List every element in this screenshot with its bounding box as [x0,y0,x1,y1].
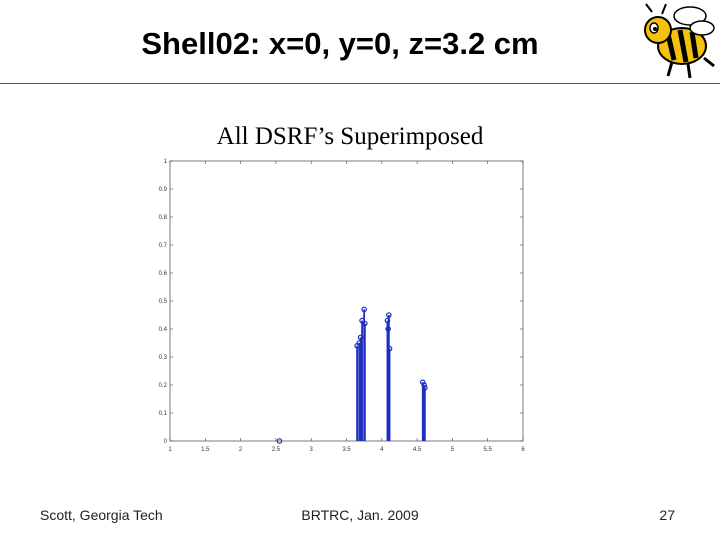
y-tick-label: 0.2 [159,383,168,389]
stem-marker [362,320,368,327]
plot-frame [169,160,524,442]
y-tick-label: 1 [164,159,168,165]
stem-marker [386,312,392,318]
stem-marker [422,385,428,391]
y-tick-label: 0.4 [159,327,168,333]
stem-plot: 0 0.1 0.2 0.3 0.4 0.5 0.6 0.7 0.8 0.9 1 1 1.5 2 2.5 3 3.… [159,159,526,453]
x-tick-label: 2.5 [272,447,281,453]
x-tick-label: 5 [451,447,455,453]
page-number: 27 [659,507,675,523]
y-tick-label: 0.6 [159,271,168,277]
y-tick-label: 0 [164,439,168,445]
x-tick-label: 3 [310,447,314,453]
y-tick-label: 0.9 [159,187,168,193]
y-tick-label: 0.3 [159,355,168,361]
chart-subtitle: All DSRF’s Superimposed [216,123,484,150]
x-tick-label: 5.5 [484,447,493,453]
x-tick-label: 3.5 [342,447,351,453]
y-tick-label: 0.8 [159,215,168,221]
stem-marker [361,306,367,313]
x-tick-label: 2 [239,447,243,453]
stem-marker [421,382,427,388]
y-tick-label: 0.7 [159,243,168,249]
x-tick-label: 1.5 [201,447,210,453]
x-tick-label: 4.5 [413,447,422,453]
stem-marker [419,379,426,386]
yellow-jacket-mascot-icon [644,3,715,79]
slide-title: Shell02: x=0, y=0, z=3.2 cm [141,26,539,61]
footer-author: Scott, Georgia Tech [40,507,163,523]
stem-marker [386,345,393,352]
stem-marker [276,438,283,444]
footer-event: BRTRC, Jan. 2009 [301,507,419,523]
x-tick-label: 4 [380,447,384,453]
y-tick-label: 0.1 [159,411,168,417]
x-tick-label: 1 [168,447,172,453]
title-divider [0,83,720,84]
y-tick-label: 0.5 [159,299,168,305]
x-tick-label: 6 [521,447,525,453]
